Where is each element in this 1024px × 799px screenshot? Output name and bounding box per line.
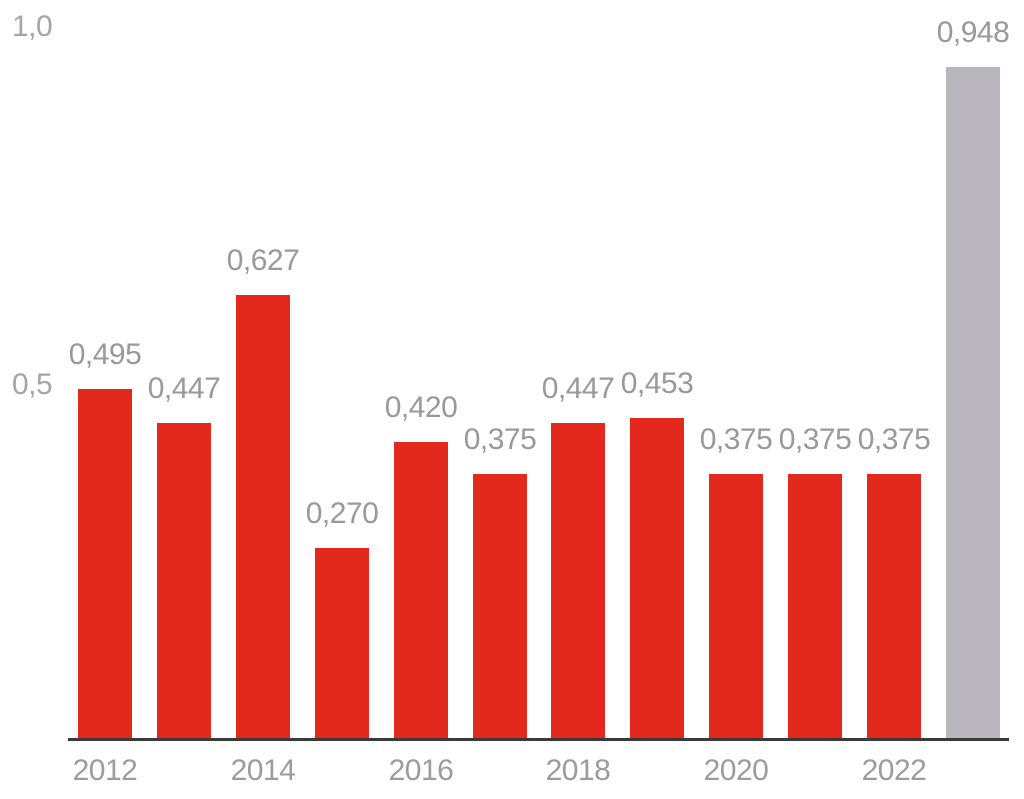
bar-value-label-2014: 0,627 — [226, 244, 300, 277]
bar-2017 — [473, 474, 527, 740]
bar-value-label-2023: 0,948 — [936, 16, 1010, 49]
bar-value-label-2013: 0,447 — [147, 372, 221, 405]
bar-2023 — [946, 67, 1000, 740]
x-axis-tick-label-2016: 2016 — [388, 754, 454, 787]
bar-value-label-2019: 0,453 — [620, 367, 694, 400]
bar-2014 — [236, 295, 290, 740]
bar-2015 — [315, 548, 369, 740]
x-axis-tick-label-2012: 2012 — [72, 754, 138, 787]
bar-value-label-2018: 0,447 — [541, 372, 615, 405]
y-axis-tick-label-1-0: 1,0 — [12, 10, 53, 43]
x-axis-tick-label-2022: 2022 — [861, 754, 927, 787]
x-axis-line — [68, 738, 1009, 741]
bar-2016 — [394, 442, 448, 740]
x-axis-tick-label-2018: 2018 — [545, 754, 611, 787]
bar-2020 — [709, 474, 763, 740]
x-axis-tick-label-2020: 2020 — [703, 754, 769, 787]
bar-value-label-2012: 0,495 — [68, 338, 142, 371]
bar-2022 — [867, 474, 921, 740]
bar-value-label-2021: 0,375 — [778, 423, 852, 456]
x-axis-tick-label-2014: 2014 — [230, 754, 296, 787]
bar-value-label-2015: 0,270 — [305, 497, 379, 530]
y-axis-tick-label-0-5: 0,5 — [12, 368, 53, 401]
bar-2019 — [630, 418, 684, 740]
bar-value-label-2020: 0,375 — [699, 423, 773, 456]
bar-value-label-2016: 0,420 — [384, 391, 458, 424]
bar-2012 — [78, 389, 132, 740]
bar-2013 — [157, 423, 211, 740]
bar-value-label-2017: 0,375 — [463, 423, 537, 456]
bar-2021 — [788, 474, 842, 740]
bar-value-label-2022: 0,375 — [857, 423, 931, 456]
bar-2018 — [551, 423, 605, 740]
